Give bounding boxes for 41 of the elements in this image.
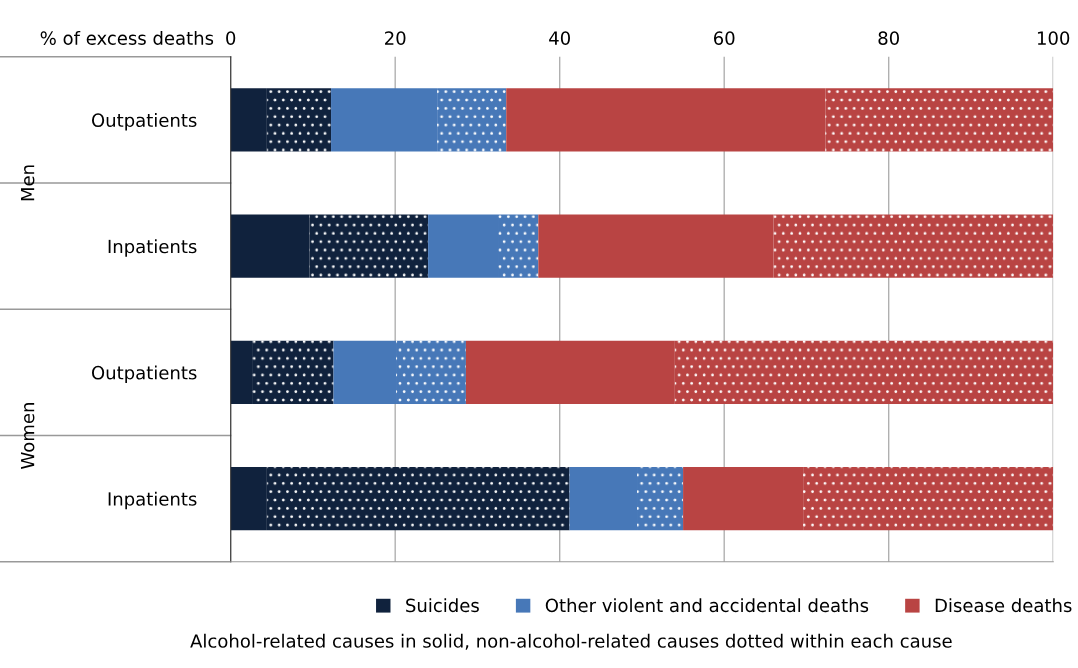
x-tick-label: 60 [713, 31, 735, 45]
bar [266, 88, 332, 152]
bar [437, 88, 507, 152]
bar [230, 340, 253, 404]
text: Alcohol-related causes in solid, non-alcohol-related causes dotted within each cause [190, 633, 952, 650]
legend-label: Suicides [406, 598, 479, 613]
bar [309, 214, 429, 278]
bar [252, 340, 334, 404]
bar [333, 340, 397, 404]
bar [266, 467, 570, 531]
bar [538, 214, 774, 278]
bar [674, 340, 1054, 404]
bar [506, 88, 826, 152]
bar [331, 88, 438, 152]
bar [396, 340, 466, 404]
y-tick-label: Inpatients [108, 239, 197, 257]
y-tick-label: Inpatients [108, 491, 197, 510]
text: Women [20, 403, 35, 469]
x-tick-label: 20 [385, 31, 406, 45]
bar [498, 214, 539, 278]
bar [773, 214, 1054, 278]
bar [569, 467, 638, 531]
bar [637, 467, 684, 531]
y-tick-label: Outpatients [91, 365, 197, 384]
bar [683, 467, 804, 531]
x-tick-label: 40 [549, 31, 570, 45]
bar [230, 467, 267, 531]
x-tick-label: 0 [226, 31, 236, 45]
legend-label: Other violent and accidental deaths [545, 598, 869, 613]
x-tick-label: 100 [1037, 31, 1070, 45]
text: Men [20, 165, 35, 201]
bar [803, 467, 1054, 531]
legend-label: Disease deaths [935, 598, 1072, 613]
x-tick-label: 80 [878, 31, 899, 45]
x-axis-title: % of excess deaths [40, 30, 214, 45]
y-tick-label: Outpatients [91, 113, 197, 131]
bar [230, 214, 310, 278]
bar [825, 88, 1054, 152]
bar [428, 214, 499, 278]
bar [230, 88, 267, 152]
bar [465, 340, 675, 404]
